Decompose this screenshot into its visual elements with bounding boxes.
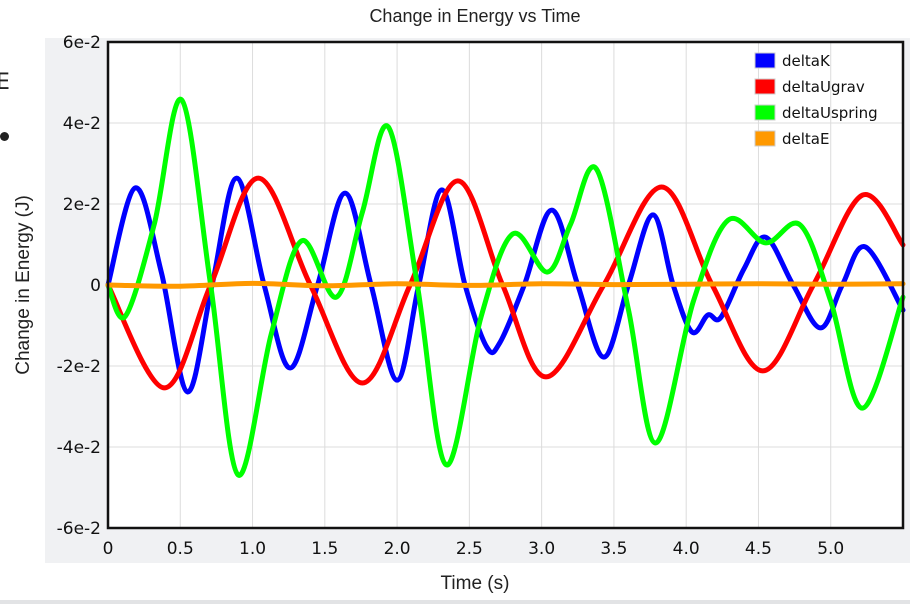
series-line-deltaE <box>105 280 906 289</box>
x-tick-label: 2.0 <box>384 539 411 559</box>
x-tick-label: 3.5 <box>600 539 627 559</box>
legend: deltaK deltaUgrav deltaUspring deltaE <box>754 52 878 148</box>
side-panel-label: E <box>0 70 10 95</box>
x-tick-label: 2.5 <box>456 539 483 559</box>
y-axis-label: Change in Energy (J) <box>13 195 34 375</box>
series-line-deltaK <box>105 175 906 395</box>
y-tick-label: 0 <box>90 276 101 296</box>
legend-swatch-deltaUgrav <box>754 78 776 95</box>
x-tick-label: 3.0 <box>528 539 555 559</box>
side-panel-bullet <box>0 132 9 141</box>
legend-label-deltaE: deltaE <box>782 130 829 148</box>
x-tick-label: 1.0 <box>239 539 266 559</box>
x-tick-label: 0.5 <box>167 539 194 559</box>
bottom-border <box>0 600 910 604</box>
y-tick-label: -6e-2 <box>57 519 101 539</box>
chart-title: Change in Energy vs Time <box>369 6 580 26</box>
xlabel-background <box>45 563 903 600</box>
x-tick-label: 0 <box>103 539 114 559</box>
x-tick-label: 4.5 <box>745 539 772 559</box>
legend-swatch-deltaUspring <box>754 104 776 121</box>
series-line-deltaUspring <box>105 96 906 478</box>
y-tick-label: -4e-2 <box>57 438 101 458</box>
x-axis-label: Time (s) <box>441 573 510 594</box>
y-tick-label: 6e-2 <box>63 33 101 53</box>
legend-label-deltaK: deltaK <box>782 52 831 70</box>
legend-swatch-deltaE <box>754 130 776 147</box>
plot-frame <box>106 40 905 530</box>
x-tick-label: 5.0 <box>817 539 844 559</box>
y-tick-label: 4e-2 <box>63 114 101 134</box>
x-tick-label: 1.5 <box>311 539 338 559</box>
legend-label-deltaUspring: deltaUspring <box>782 104 878 122</box>
y-tick-label: -2e-2 <box>57 357 101 377</box>
x-tick-label: 4.0 <box>673 539 700 559</box>
legend-label-deltaUgrav: deltaUgrav <box>782 78 865 96</box>
legend-swatch-deltaK <box>754 52 776 69</box>
series-line-deltaUgrav <box>105 175 906 391</box>
y-tick-label: 2e-2 <box>63 195 101 215</box>
